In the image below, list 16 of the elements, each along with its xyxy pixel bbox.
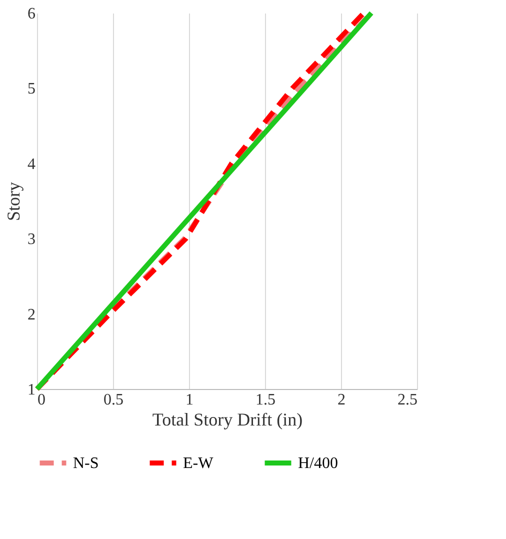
y-tick-label: 3	[28, 231, 36, 248]
x-tick-label: 1	[186, 392, 194, 408]
y-tick-label: 4	[28, 156, 36, 173]
x-tick-label: 1.5	[256, 392, 276, 408]
y-tick-label: 6	[28, 6, 36, 22]
x-tick-label: 2.5	[398, 392, 418, 408]
x-tick-label: 0	[38, 392, 46, 408]
legend-label: H/400	[298, 455, 338, 472]
legend-label: N-S	[73, 455, 99, 472]
y-axis-title: Story	[4, 182, 24, 222]
y-tick-label: 5	[28, 80, 36, 98]
x-tick-label: 0.5	[104, 392, 124, 408]
legend-label: E-W	[183, 455, 214, 472]
y-tick-label: 2	[28, 306, 36, 324]
x-tick-label: 2	[338, 392, 346, 408]
x-axis-title: Total Story Drift (in)	[152, 410, 303, 430]
